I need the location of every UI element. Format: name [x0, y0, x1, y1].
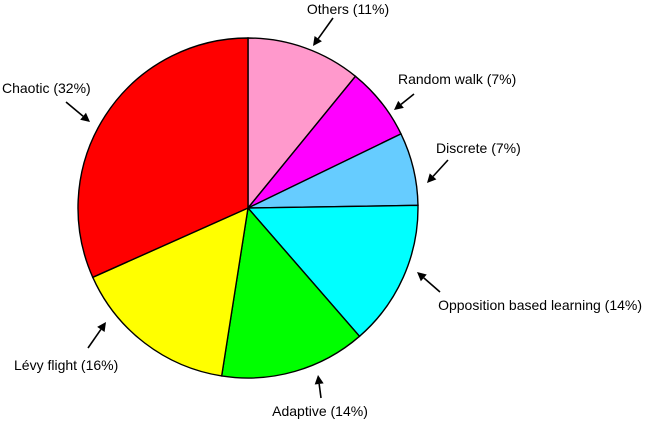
arrow-head-others	[313, 36, 322, 46]
slice-adaptive	[220, 206, 361, 379]
label-levy-flight: Lévy flight (16%)	[14, 357, 118, 373]
slice-chaotic	[77, 37, 249, 279]
slice-labels: Others (11%) Random walk (7%) Discrete (…	[2, 1, 642, 419]
label-adaptive: Adaptive (14%)	[272, 403, 368, 419]
arrow-line-discrete	[432, 159, 449, 177]
arrow-line-random-walk	[400, 93, 415, 106]
label-others: Others (11%)	[307, 1, 389, 17]
arrow-line-chaotic	[65, 101, 84, 117]
label-random-walk: Random walk (7%)	[398, 71, 516, 87]
arrow-head-levy-flight	[97, 322, 106, 332]
arrow-line-opposition-based-learning	[423, 277, 441, 293]
arrow-head-adaptive	[314, 375, 324, 385]
slice-opposition-based-learning	[246, 204, 419, 338]
label-arrows	[65, 17, 449, 399]
slice-others	[247, 37, 357, 210]
label-discrete: Discrete (7%)	[436, 140, 521, 156]
arrow-head-opposition-based-learning	[417, 272, 427, 282]
arrow-head-discrete	[427, 173, 437, 183]
slice-levy-flight	[91, 206, 249, 377]
arrow-line-levy-flight	[87, 328, 102, 349]
arrow-line-adaptive	[318, 383, 322, 399]
pie-slices	[77, 37, 419, 379]
label-chaotic: Chaotic (32%)	[2, 80, 91, 96]
arrow-head-chaotic	[80, 112, 90, 122]
arrow-line-others	[317, 17, 334, 40]
label-opposition-based-learning: Opposition based learning (14%)	[438, 297, 642, 313]
arrow-head-random-walk	[394, 100, 404, 110]
